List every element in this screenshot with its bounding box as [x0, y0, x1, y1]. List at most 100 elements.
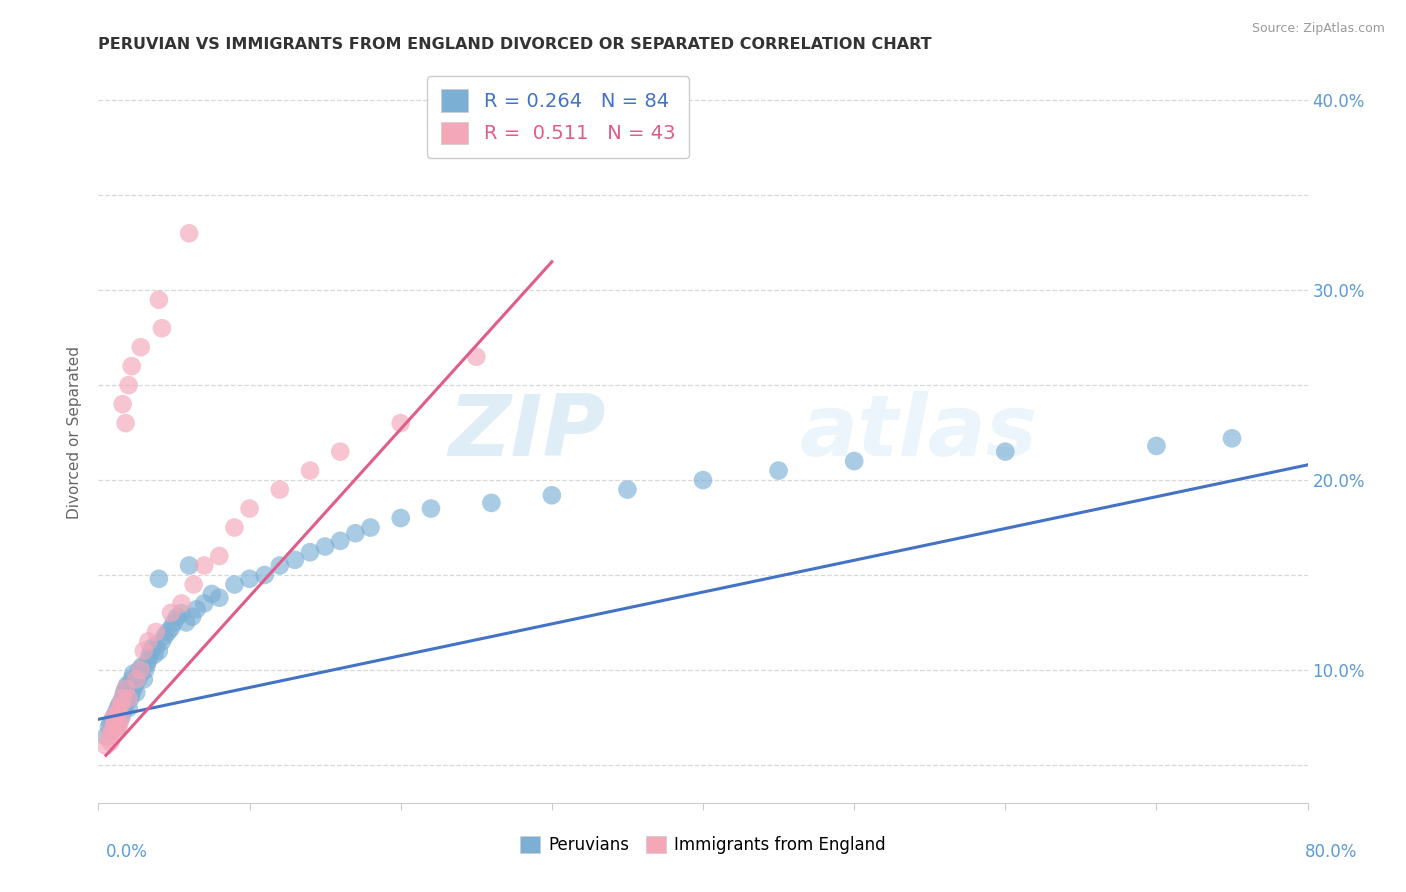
Point [994, 444, 1017, 458]
Point [103, 716, 125, 731]
Point [344, 526, 367, 541]
Point [360, 520, 382, 534]
Point [124, 678, 146, 692]
Point [108, 697, 131, 711]
Point [103, 710, 125, 724]
Point [186, 602, 208, 616]
Text: 0.0%: 0.0% [105, 843, 148, 861]
Point [105, 720, 128, 734]
Point [121, 686, 143, 700]
Point [540, 488, 562, 502]
Point [141, 644, 163, 658]
Point [329, 533, 352, 548]
Point [465, 350, 488, 364]
Point [129, 340, 152, 354]
Point [122, 666, 145, 681]
Point [150, 634, 173, 648]
Point [114, 681, 136, 696]
Point [163, 615, 186, 630]
Point [179, 227, 201, 241]
Point [420, 501, 443, 516]
Point [193, 558, 215, 573]
Point [121, 673, 143, 687]
Point [104, 714, 127, 728]
Point [118, 686, 141, 700]
Point [616, 483, 638, 497]
Point [174, 615, 197, 630]
Point [134, 663, 156, 677]
Point [193, 597, 215, 611]
Point [125, 673, 148, 687]
Y-axis label: Divorced or Separated: Divorced or Separated [67, 346, 83, 519]
Point [129, 666, 152, 681]
Point [139, 648, 162, 662]
Point [115, 678, 138, 692]
Point [105, 710, 128, 724]
Point [114, 681, 136, 696]
Point [112, 686, 135, 700]
Point [94, 730, 117, 744]
Point [101, 723, 124, 738]
Point [208, 591, 231, 605]
Point [389, 511, 412, 525]
Point [125, 673, 148, 687]
Point [1220, 431, 1243, 445]
Point [131, 659, 153, 673]
Point [94, 739, 117, 753]
Point [170, 597, 193, 611]
Point [150, 321, 173, 335]
Text: Source: ZipAtlas.com: Source: ZipAtlas.com [1251, 22, 1385, 36]
Point [179, 558, 201, 573]
Point [105, 723, 128, 738]
Point [122, 681, 145, 696]
Point [314, 540, 336, 554]
Point [114, 697, 136, 711]
Point [100, 716, 122, 731]
Point [170, 606, 193, 620]
Point [160, 621, 183, 635]
Point [103, 710, 125, 724]
Point [98, 720, 121, 734]
Point [208, 549, 231, 563]
Point [120, 691, 142, 706]
Point [111, 705, 134, 719]
Point [125, 686, 148, 700]
Point [107, 705, 129, 719]
Point [253, 568, 276, 582]
Point [166, 609, 188, 624]
Point [224, 520, 246, 534]
Point [110, 701, 132, 715]
Point [224, 577, 246, 591]
Point [181, 609, 204, 624]
Point [132, 644, 155, 658]
Text: PERUVIAN VS IMMIGRANTS FROM ENGLAND DIVORCED OR SEPARATED CORRELATION CHART: PERUVIAN VS IMMIGRANTS FROM ENGLAND DIVO… [98, 37, 932, 52]
Point [844, 454, 866, 468]
Point [108, 716, 131, 731]
Point [118, 691, 141, 706]
Point [201, 587, 224, 601]
Point [135, 657, 157, 672]
Point [103, 720, 125, 734]
Text: ZIP: ZIP [449, 391, 606, 475]
Point [105, 705, 128, 719]
Text: 80.0%: 80.0% [1305, 843, 1357, 861]
Point [127, 673, 149, 687]
Point [115, 691, 138, 706]
Text: atlas: atlas [800, 391, 1038, 475]
Point [156, 624, 179, 639]
Point [114, 416, 136, 430]
Point [148, 644, 170, 658]
Point [101, 723, 124, 738]
Point [148, 293, 170, 307]
Point [107, 701, 129, 715]
Point [111, 691, 134, 706]
Legend: R = 0.264   N = 84, R =  0.511   N = 43: R = 0.264 N = 84, R = 0.511 N = 43 [427, 76, 689, 158]
Point [145, 640, 167, 654]
Point [98, 730, 121, 744]
Point [118, 378, 141, 392]
Point [269, 483, 291, 497]
Point [299, 545, 322, 559]
Point [104, 716, 127, 731]
Point [121, 359, 143, 374]
Point [183, 577, 205, 591]
